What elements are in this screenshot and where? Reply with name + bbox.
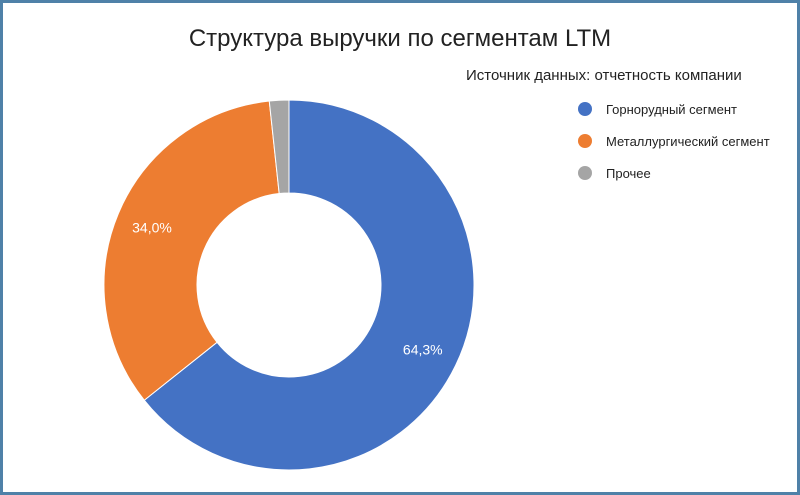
- chart-subtitle: Источник данных: отчетность компании: [466, 67, 742, 84]
- legend-marker-mining: [578, 102, 592, 116]
- chart-title: Структура выручки по сегментам LTM: [188, 25, 612, 52]
- donut-chart: 64,3% 34,0%: [103, 99, 475, 471]
- legend-item-metallurgy[interactable]: Металлургический сегмент: [578, 131, 770, 151]
- data-label-mining: 64,3%: [403, 341, 443, 357]
- legend: Горнорудный сегмент Металлургический сег…: [578, 99, 770, 195]
- data-label-metallurgy: 34,0%: [132, 220, 172, 236]
- legend-item-mining[interactable]: Горнорудный сегмент: [578, 99, 770, 119]
- slice-other[interactable]: [268, 99, 290, 195]
- legend-label-mining: Горнорудный сегмент: [606, 101, 737, 117]
- legend-item-other[interactable]: Прочее: [578, 163, 770, 183]
- legend-marker-other: [578, 166, 592, 180]
- slice-metallurgy[interactable]: [103, 100, 280, 401]
- legend-label-other: Прочее: [606, 165, 651, 181]
- legend-marker-metallurgy: [578, 134, 592, 148]
- slice-mining[interactable]: [143, 99, 475, 471]
- legend-label-metallurgy: Металлургический сегмент: [606, 133, 770, 149]
